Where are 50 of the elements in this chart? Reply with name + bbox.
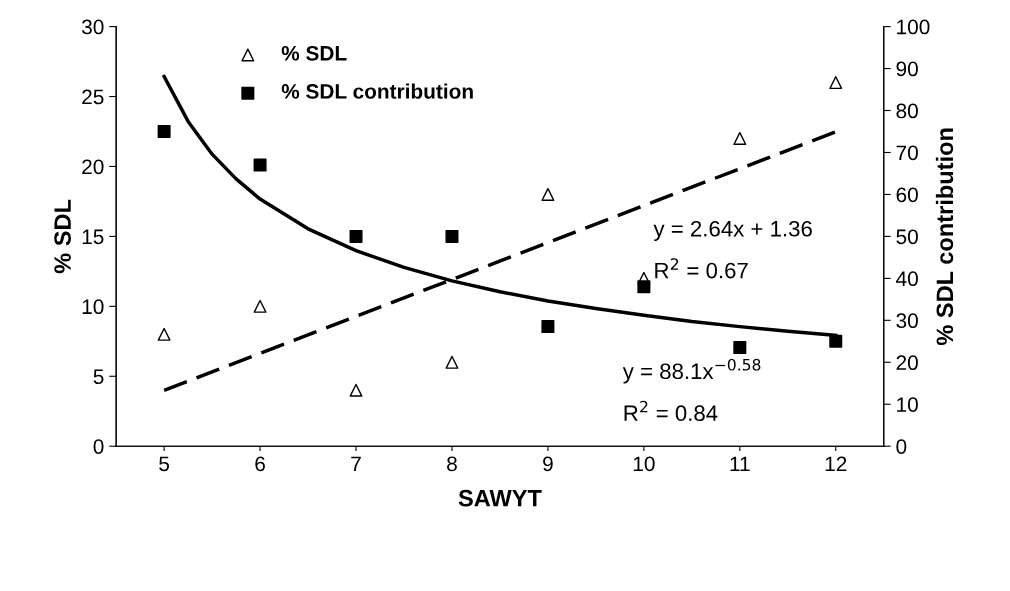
y2-tick-label: 40 [896,271,918,287]
point [445,355,459,369]
y-tick-label: 10 [82,299,104,315]
legend-label: % SDL [281,45,347,61]
x-tick-label: 5 [159,456,170,472]
y-tick-label: 0 [93,439,104,454]
point [637,280,651,294]
y2-tick-label: 0 [896,439,907,454]
point [349,383,363,397]
point [541,320,555,334]
point [829,76,843,90]
point [829,334,843,348]
y2-tick-label: 100 [897,19,930,35]
point [445,229,459,243]
point [157,124,171,139]
y-tick-label: 15 [82,229,104,245]
y-tick-label: 25 [82,89,104,105]
y2-tick-label: 80 [896,103,918,119]
annotation: R$^{2}$ = 0.84 [624,400,718,422]
y2-tick-label: 30 [896,313,918,329]
y2-tick-label: 20 [896,355,918,371]
y-axis-title: % SDL [54,199,71,274]
point [541,187,555,201]
y2-tick-label: 70 [896,145,918,161]
point [733,341,747,355]
y2-tick-label: 10 [897,397,918,412]
y2-tick-label: 90 [896,61,918,77]
point [253,158,267,172]
point [253,299,267,313]
legend-label: % SDL contribution [281,83,473,99]
y2-axis-title: % SDL contribution [935,128,954,346]
annotation: y = 2.64x + 1.36 [653,220,812,242]
point [733,131,747,145]
y-tick-label: 30 [81,19,104,35]
x-tick-label: 11 [730,456,750,472]
y-tick-label: 5 [93,369,104,385]
annotation: y = 88.1x$^{−0.58}$ [622,358,761,384]
x-tick-label: 9 [543,456,553,472]
y-tick-label: 20 [82,159,104,175]
x-axis-title: SAWYT [458,489,542,507]
x-tick-label: 10 [633,456,655,472]
x-tick-label: 7 [351,456,361,472]
y2-tick-label: 50 [896,229,918,245]
point [349,229,363,243]
point [157,327,171,341]
x-tick-label: 12 [825,456,847,472]
annotation: R$^{2}$ = 0.67 [655,258,748,279]
y2-tick-label: 60 [896,187,918,203]
x-tick-label: 8 [447,456,457,472]
x-tick-label: 6 [255,456,265,472]
